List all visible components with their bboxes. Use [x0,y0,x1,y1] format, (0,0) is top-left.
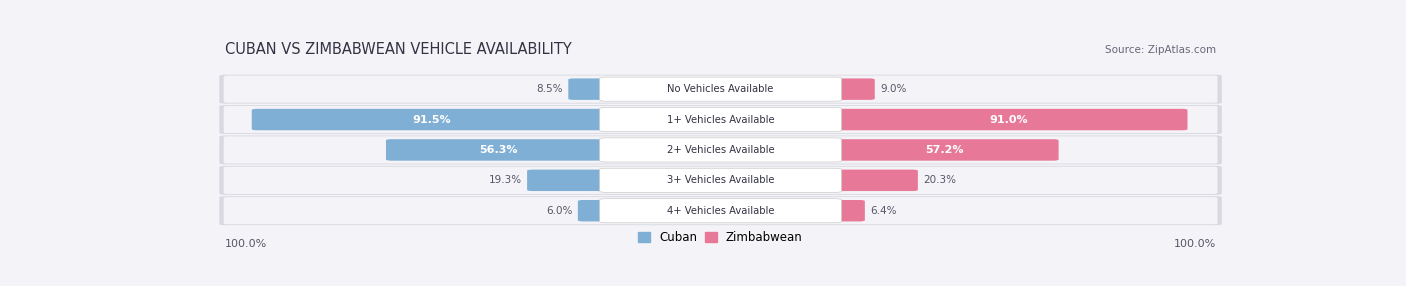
FancyBboxPatch shape [224,136,1218,164]
Text: No Vehicles Available: No Vehicles Available [668,84,773,94]
FancyBboxPatch shape [599,108,842,132]
FancyBboxPatch shape [599,77,842,101]
Legend: Cuban, Zimbabwean: Cuban, Zimbabwean [634,226,807,249]
FancyBboxPatch shape [527,170,612,191]
Text: 56.3%: 56.3% [479,145,517,155]
Text: 9.0%: 9.0% [880,84,907,94]
FancyBboxPatch shape [830,109,1188,130]
FancyBboxPatch shape [830,170,918,191]
FancyBboxPatch shape [830,200,865,221]
FancyBboxPatch shape [224,167,1218,194]
FancyBboxPatch shape [387,139,612,161]
Text: 2+ Vehicles Available: 2+ Vehicles Available [666,145,775,155]
Text: 6.4%: 6.4% [870,206,897,216]
FancyBboxPatch shape [219,196,1222,225]
FancyBboxPatch shape [830,139,1059,161]
FancyBboxPatch shape [219,136,1222,164]
Text: 19.3%: 19.3% [488,175,522,185]
Text: Source: ZipAtlas.com: Source: ZipAtlas.com [1105,45,1216,55]
FancyBboxPatch shape [830,78,875,100]
Text: 57.2%: 57.2% [925,145,963,155]
Text: 91.5%: 91.5% [412,115,451,124]
Text: 6.0%: 6.0% [546,206,572,216]
FancyBboxPatch shape [219,105,1222,134]
FancyBboxPatch shape [578,200,612,221]
FancyBboxPatch shape [252,109,612,130]
Text: 3+ Vehicles Available: 3+ Vehicles Available [666,175,775,185]
FancyBboxPatch shape [224,106,1218,133]
FancyBboxPatch shape [599,138,842,162]
FancyBboxPatch shape [219,75,1222,104]
FancyBboxPatch shape [224,197,1218,224]
FancyBboxPatch shape [599,199,842,223]
Text: 8.5%: 8.5% [536,84,562,94]
Text: 100.0%: 100.0% [225,239,267,249]
Text: 100.0%: 100.0% [1174,239,1216,249]
FancyBboxPatch shape [224,76,1218,103]
Text: CUBAN VS ZIMBABWEAN VEHICLE AVAILABILITY: CUBAN VS ZIMBABWEAN VEHICLE AVAILABILITY [225,42,571,57]
Text: 20.3%: 20.3% [924,175,956,185]
Text: 91.0%: 91.0% [990,115,1028,124]
FancyBboxPatch shape [599,168,842,192]
Text: 4+ Vehicles Available: 4+ Vehicles Available [666,206,775,216]
FancyBboxPatch shape [219,166,1222,195]
Text: 1+ Vehicles Available: 1+ Vehicles Available [666,115,775,124]
FancyBboxPatch shape [568,78,612,100]
